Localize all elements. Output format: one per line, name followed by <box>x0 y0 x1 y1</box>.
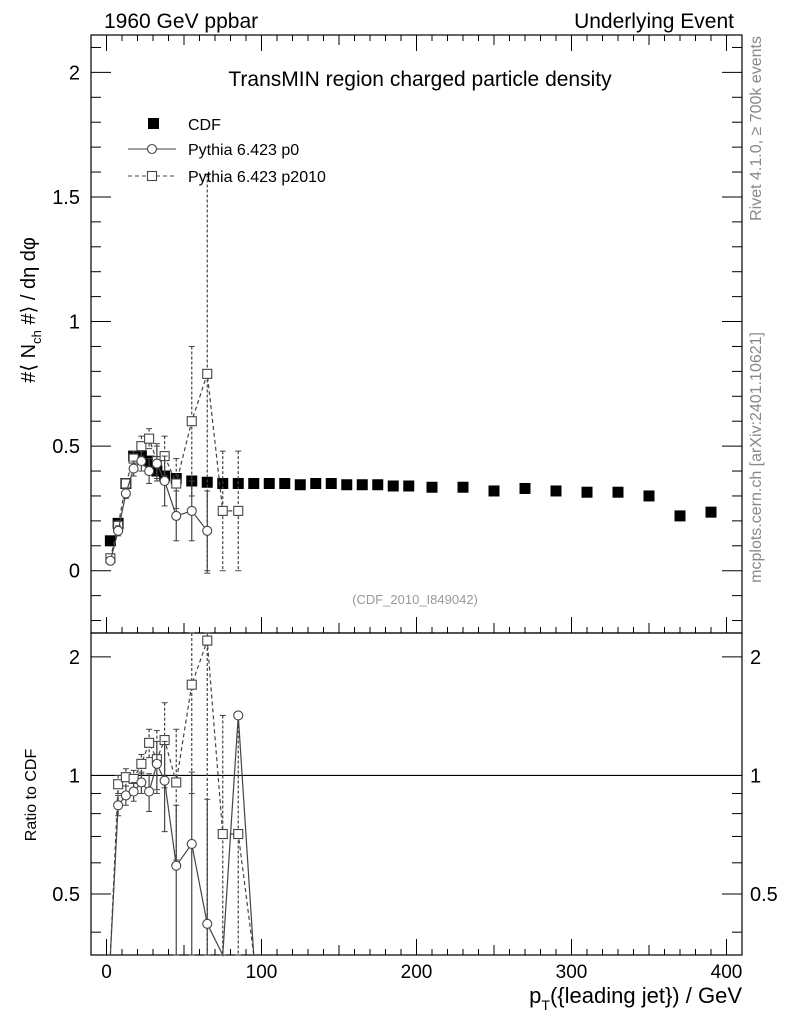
x-axis-label: pT({leading jet}) / GeV <box>529 983 742 1013</box>
ratio-p0-point <box>136 777 147 788</box>
legend-p2010-marker <box>146 170 158 182</box>
mcplots-label: mcplots.cern.ch [arXiv:2401.10621] <box>748 332 765 583</box>
ratio-p2010-point <box>136 758 147 769</box>
p0-point <box>171 510 182 521</box>
y-tick-label: 0 <box>69 561 80 583</box>
y-tick-label: 1 <box>69 765 80 787</box>
cdf-point <box>550 485 562 497</box>
ratio-p0-line <box>109 715 255 958</box>
y-tick-label-right: 1 <box>750 765 761 787</box>
svg-text:#⟨ Nch #⟩ / dη dφ: #⟨ Nch #⟩ / dη dφ <box>18 237 44 383</box>
header-left: 1960 GeV ppbar <box>104 10 258 33</box>
cdf-point <box>104 535 116 547</box>
cdf-point <box>426 481 438 493</box>
x-tick-label: 300 <box>556 962 588 983</box>
cdf-point <box>372 479 384 491</box>
cdf-point <box>325 478 337 489</box>
cdf-point <box>248 478 260 489</box>
p0-point <box>120 488 131 499</box>
y-tick-label-right: 2 <box>750 647 761 669</box>
y-tick-label: 1.5 <box>52 187 80 209</box>
ratio-p0-point <box>144 786 155 797</box>
ratio-p0-point <box>202 918 213 929</box>
cdf-point <box>457 481 469 493</box>
y-tick-label: 2 <box>69 62 80 84</box>
p2010-point <box>233 505 244 516</box>
legend-cdf-label: CDF <box>188 117 221 134</box>
y-tick-label: 1 <box>69 312 80 334</box>
ratio-p2010-point <box>186 679 197 690</box>
cdf-point <box>612 486 624 498</box>
p2010-point <box>144 433 155 444</box>
cdf-point <box>705 506 717 518</box>
ratio-p2010-point <box>144 737 155 748</box>
ratio-p0-point <box>159 775 170 786</box>
header-right: Underlying Event <box>574 10 734 33</box>
y-tick-label: 0.5 <box>52 884 80 906</box>
p2010-point <box>186 416 197 427</box>
cdf-point <box>674 510 686 522</box>
legend-p2010-label: Pythia 6.423 p2010 <box>188 169 326 186</box>
cdf-point <box>294 479 306 491</box>
watermark-label: (CDF_2010_I849042) <box>352 592 478 607</box>
main-y-axis-label: #⟨ Nch #⟩ / dη dφ <box>18 237 44 383</box>
ratio-p0-point <box>113 800 124 811</box>
legend-cdf-marker <box>148 118 159 129</box>
ratio-p0-point <box>151 758 162 769</box>
ratio-p2010-point <box>171 777 182 788</box>
p0-point <box>151 458 162 469</box>
ratio-p2010-point <box>113 779 124 790</box>
cdf-point <box>279 478 291 489</box>
cdf-point <box>341 479 353 491</box>
x-tick-label: 400 <box>711 962 743 983</box>
rivet-label: Rivet 4.1.0, ≥ 700k events <box>748 36 765 221</box>
cdf-point <box>488 485 500 497</box>
cdf-point <box>643 490 655 502</box>
ratio-p0-point <box>171 860 182 871</box>
p0-point <box>202 525 213 536</box>
cdf-point <box>387 480 399 492</box>
cdf-point <box>263 478 275 489</box>
p0-point <box>113 525 124 536</box>
y-tick-label: 2 <box>69 647 80 669</box>
cdf-point <box>310 478 322 489</box>
legend-p0-label: Pythia 6.423 p0 <box>188 142 299 159</box>
ratio-p2010-line <box>109 640 255 956</box>
main-title: TransMIN region charged particle density <box>228 68 612 91</box>
p2010-point <box>217 505 228 516</box>
ratio-p2010-point <box>217 828 228 840</box>
ratio-p0-point <box>186 838 197 849</box>
main-panel: 0 0.5 1 1.5 2 <box>52 34 743 634</box>
p0-point <box>186 505 197 516</box>
x-tick-label: 0 <box>101 962 112 983</box>
x-tick-label: 200 <box>401 962 433 983</box>
p0-point <box>105 555 116 566</box>
legend-p0-marker <box>146 143 158 155</box>
y-tick-label-right: 0.5 <box>750 884 778 906</box>
legend: CDF Pythia 6.423 p0 Pythia 6.423 p2010 <box>128 117 326 186</box>
p0-point <box>159 475 170 487</box>
ratio-p2010-point <box>202 635 213 646</box>
cdf-point <box>403 480 415 492</box>
cdf-point <box>356 479 368 491</box>
p0-point <box>128 463 139 474</box>
p0-point <box>144 465 155 477</box>
svg-text:pT({leading jet}) / GeV: pT({leading jet}) / GeV <box>529 983 742 1013</box>
x-tick-label: 100 <box>246 962 278 983</box>
p0-point <box>136 456 147 467</box>
ratio-p0-point <box>233 710 244 721</box>
ratio-p0-point <box>128 786 139 797</box>
cdf-point <box>581 486 593 498</box>
cdf-point <box>519 482 531 494</box>
ratio-panel: 0 100 200 300 400 0.5 0.5 1 1 2 2 <box>52 632 778 983</box>
ratio-y-axis-label: Ratio to CDF <box>23 749 40 842</box>
p2010-point <box>202 368 213 379</box>
ratio-p2010-point <box>233 828 244 840</box>
y-tick-label: 0.5 <box>52 436 80 458</box>
p2010-point <box>171 478 182 489</box>
